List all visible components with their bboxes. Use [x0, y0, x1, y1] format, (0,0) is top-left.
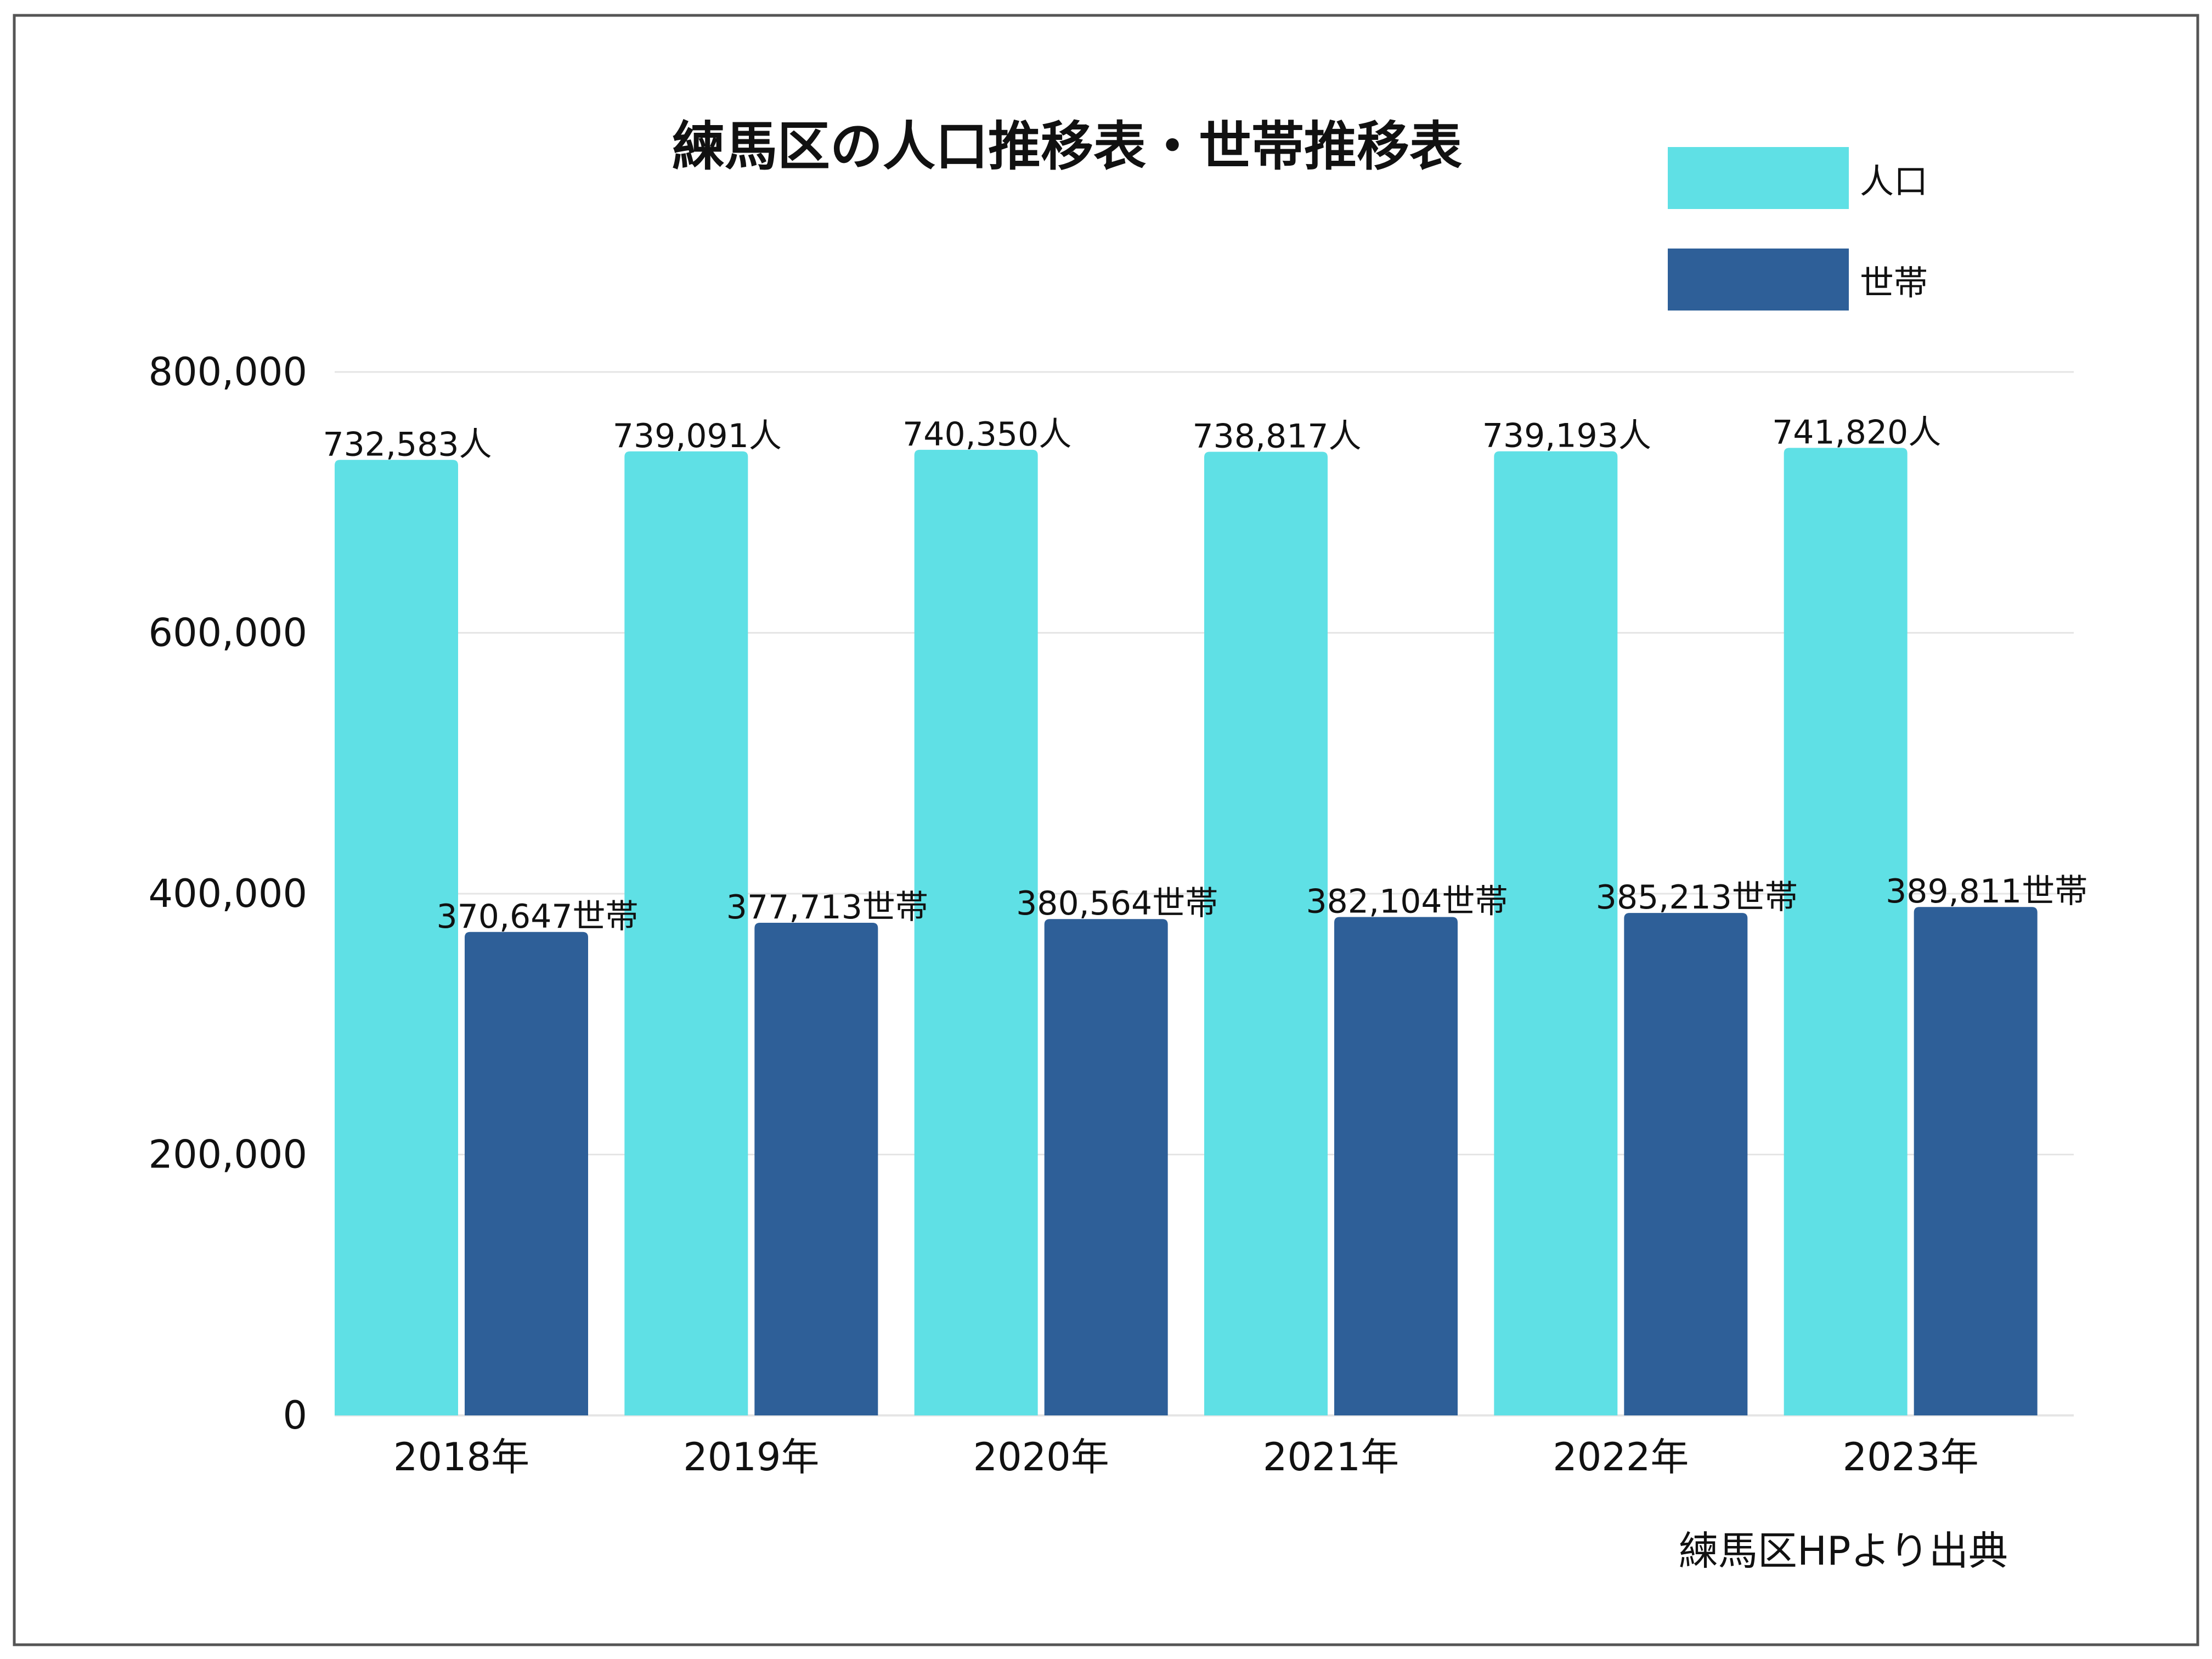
legend-swatch-population — [1668, 147, 1849, 209]
bar-population — [1204, 452, 1328, 1415]
source-note: 練馬区HPより出典 — [1679, 1528, 2008, 1574]
x-tick-label: 2019年 — [683, 1435, 819, 1480]
bar-households — [1624, 913, 1748, 1415]
bar-households — [465, 932, 588, 1415]
bar-population — [914, 449, 1038, 1415]
data-label-population: 740,350人 — [902, 415, 1071, 454]
y-tick-label: 0 — [283, 1393, 307, 1438]
x-tick-label: 2020年 — [973, 1435, 1109, 1480]
y-tick-label: 200,000 — [149, 1132, 307, 1177]
bar-population — [624, 451, 748, 1415]
legend-swatch-households — [1668, 249, 1849, 311]
bar-population — [1784, 448, 1908, 1415]
y-tick-label: 800,000 — [149, 349, 307, 394]
data-label-households: 377,713世帯 — [726, 888, 928, 927]
data-label-population: 739,091人 — [613, 417, 782, 455]
bar-households — [1044, 919, 1168, 1415]
data-label-population: 732,583人 — [323, 425, 492, 464]
data-label-households: 370,647世帯 — [436, 898, 638, 936]
bar-households — [754, 922, 878, 1415]
bars — [335, 448, 2038, 1416]
bar-labels: 732,583人 370,647世帯 739,091人 377,713世帯 740,35… — [323, 413, 2087, 935]
y-tick-label: 600,000 — [149, 611, 307, 656]
data-label-households: 389,811世帯 — [1886, 872, 2087, 911]
legend-label-population: 人口 — [1860, 161, 1928, 201]
data-label-households: 382,104世帯 — [1306, 883, 1508, 921]
x-axis: 2018年 2019年 2020年 2021年 2022年 2023年 — [393, 1435, 1979, 1480]
x-tick-label: 2023年 — [1843, 1435, 1979, 1480]
legend-label-households: 世帯 — [1860, 263, 1928, 303]
data-label-households: 385,213世帯 — [1596, 878, 1798, 917]
data-label-households: 380,564世帯 — [1016, 884, 1218, 923]
chart-title: 練馬区の人口推移表・世帯推移表 — [672, 116, 1462, 177]
x-tick-label: 2022年 — [1553, 1435, 1689, 1480]
bar-population — [1494, 451, 1618, 1416]
data-label-population: 739,193人 — [1482, 417, 1651, 455]
y-axis: 0 200,000 400,000 600,000 800,000 — [149, 349, 2074, 1438]
y-tick-label: 400,000 — [149, 871, 307, 916]
bar-population — [335, 460, 458, 1415]
bar-households — [1334, 917, 1458, 1415]
x-tick-label: 2021年 — [1263, 1435, 1399, 1480]
legend: 人口 世帯 — [1668, 147, 1928, 311]
bar-households — [1914, 907, 2038, 1415]
x-tick-label: 2018年 — [393, 1435, 529, 1480]
data-label-population: 741,820人 — [1772, 413, 1941, 452]
data-label-population: 738,817人 — [1192, 417, 1361, 455]
